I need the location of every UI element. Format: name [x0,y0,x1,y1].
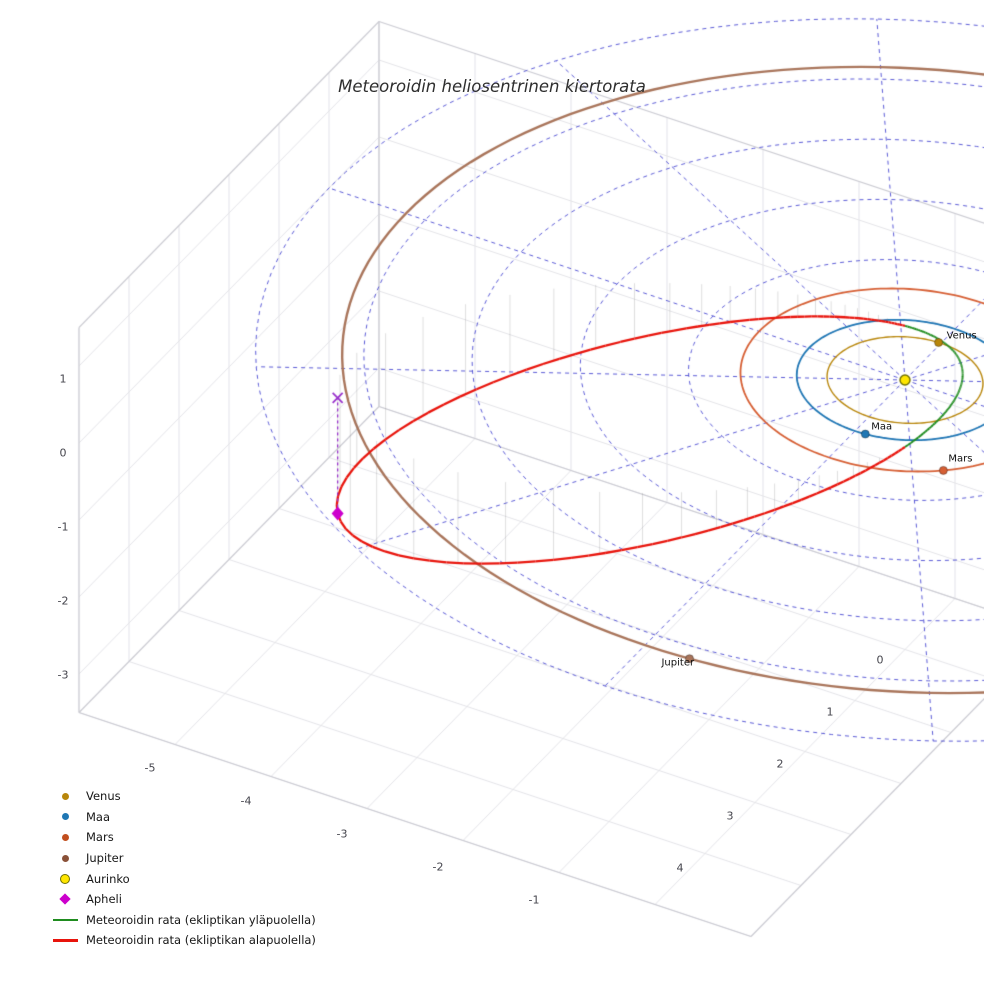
legend-label: Mars [86,830,114,845]
legend-marker-dot-icon [50,792,80,800]
legend-label: Aurinko [86,871,130,886]
legend-item: Meteoroidin rata (ekliptikan yläpuolella… [50,910,316,931]
legend-marker-dot-icon [50,833,80,841]
chart-title: Meteoroidin heliosentrinen kiertorata [338,77,646,96]
legend-marker-dot-icon [50,854,80,862]
legend: Venus Maa Mars Jupiter Aurinko Apheli Meteoroi… [50,786,316,951]
legend-label: Meteoroidin rata (ekliptikan yläpuolella… [86,912,316,927]
legend-marker-line-icon [50,918,80,922]
legend-item: Maa [50,807,316,828]
legend-marker-line-icon [50,939,80,942]
legend-marker-diamond-icon [50,893,80,905]
legend-marker-circle-icon [50,873,80,884]
legend-label: Venus [86,789,121,804]
legend-item: Jupiter [50,848,316,869]
legend-label: Meteoroidin rata (ekliptikan alapuolella… [86,933,316,948]
legend-label: Jupiter [86,851,124,866]
legend-item: Aurinko [50,868,316,889]
legend-marker-dot-icon [50,813,80,821]
legend-label: Apheli [86,892,122,907]
legend-item: Apheli [50,889,316,910]
legend-item: Mars [50,827,316,848]
legend-item: Meteoroidin rata (ekliptikan alapuolella… [50,930,316,951]
legend-item: Venus [50,786,316,807]
legend-label: Maa [86,809,111,824]
